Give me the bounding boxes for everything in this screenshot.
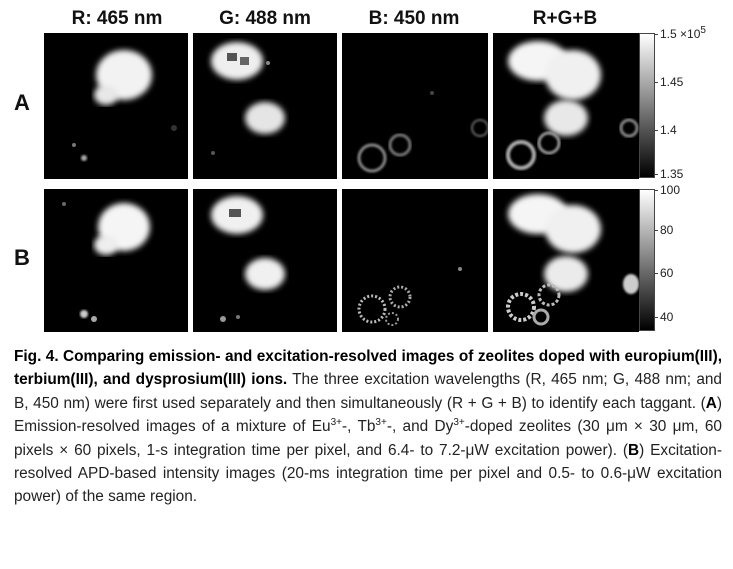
colorbar-a-tick: 1.45 <box>653 75 684 89</box>
image-a-rgb <box>493 33 639 179</box>
caption-title: Fig. 4. Comparing emission- and excitati… <box>14 348 722 389</box>
column-header-rgb: R+G+B <box>532 8 598 29</box>
caption-superscript: 3+ <box>375 417 387 429</box>
caption-text: -doped zeolites (30 μm × 30 μm, 60 pixel… <box>14 418 722 459</box>
colorbar-a-top-label: 1.5 ×105 <box>654 25 706 41</box>
row-label-b: B <box>14 245 30 270</box>
caption-text: ) Excitation-resolved APD-based intensit… <box>14 441 722 506</box>
colorbar-b-tick: 60 <box>653 266 674 280</box>
colorbar-b-tick: 100 <box>653 183 681 197</box>
image-b-r <box>44 189 188 332</box>
caption-text: -, Tb <box>342 418 376 436</box>
image-a-r <box>44 33 188 179</box>
colorbar-a <box>639 33 655 178</box>
caption-superscript: 3+ <box>453 417 465 429</box>
image-a-b <box>342 33 488 179</box>
caption-panel-b-ref: B <box>628 441 640 459</box>
image-b-b <box>342 189 488 332</box>
colorbar-b <box>639 189 655 331</box>
row-label-a: A <box>14 90 30 115</box>
caption-panel-a-ref: A <box>705 394 717 412</box>
colorbar-b-tick: 40 <box>653 310 674 324</box>
column-header-r: R: 465 nm <box>71 8 163 29</box>
column-header-b: B: 450 nm <box>368 8 460 29</box>
caption-text: The three excitation wavelengths (R, 465… <box>14 371 722 412</box>
column-header-g: G: 488 nm <box>219 8 311 29</box>
caption-text: ) Emission-resolved images of a mixture … <box>14 394 722 436</box>
figure-caption: Fig. 4. Comparing emission- and excitati… <box>14 345 722 509</box>
image-a-g <box>193 33 337 179</box>
colorbar-a-tick: 1.35 <box>653 167 684 181</box>
image-b-rgb <box>493 189 639 332</box>
caption-text: -, and Dy <box>386 418 454 436</box>
caption-superscript: 3+ <box>330 417 343 429</box>
colorbar-a-tick: 1.4 <box>654 123 677 137</box>
image-b-g <box>193 189 337 332</box>
colorbar-b-tick: 80 <box>653 223 674 237</box>
